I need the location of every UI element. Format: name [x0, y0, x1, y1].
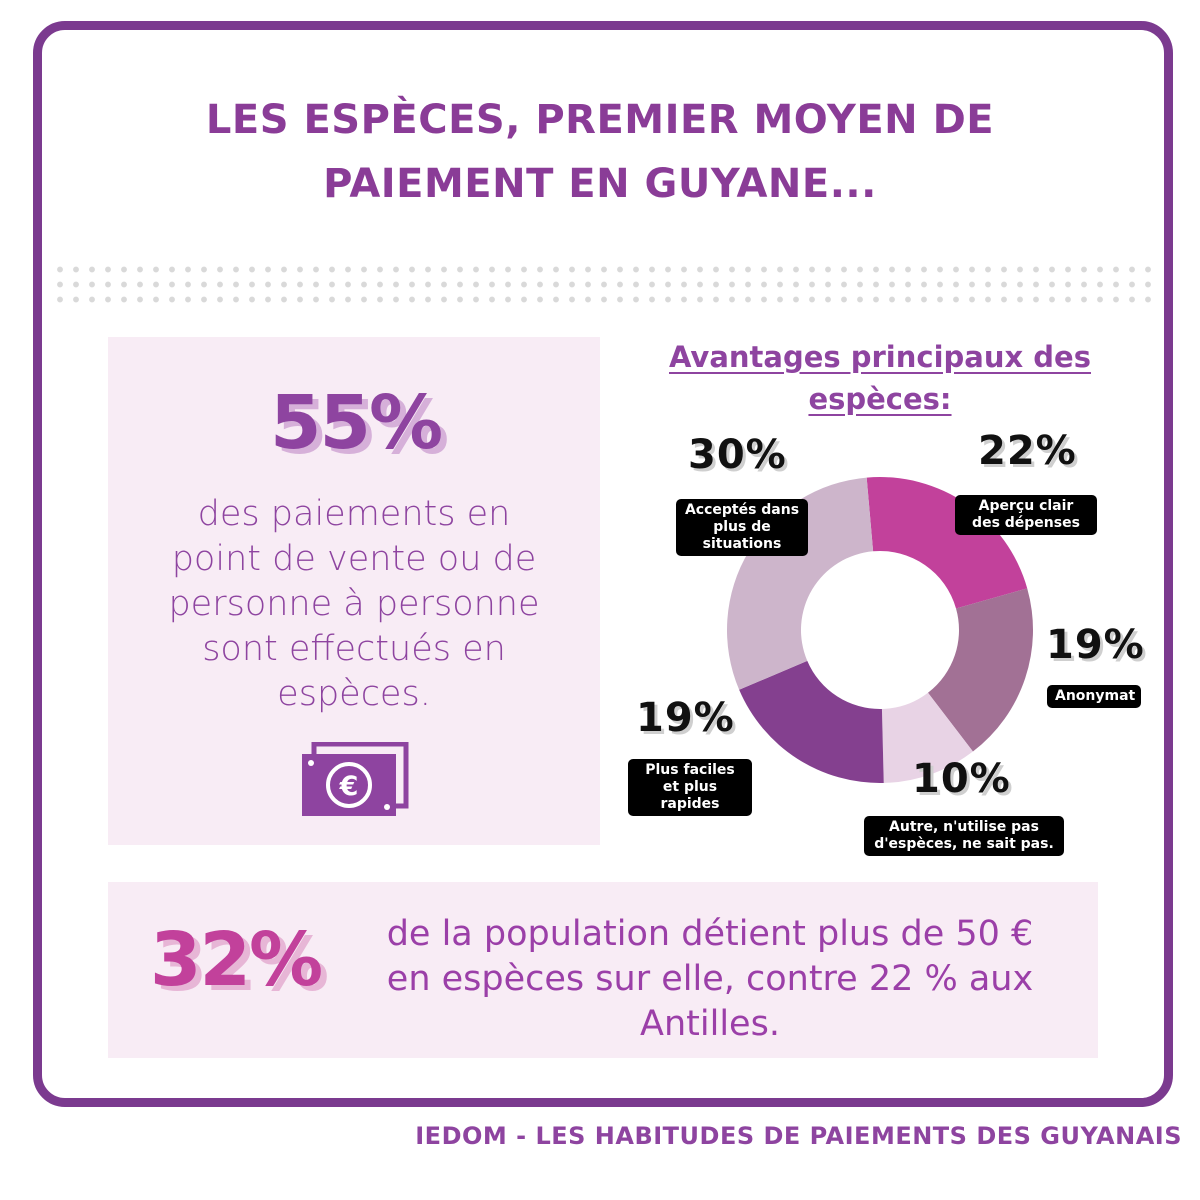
- donut-slice-acceptes-dans-plus-de-si: [727, 477, 874, 690]
- slice-value-acceptes: 30%: [688, 432, 787, 478]
- bottom-stat-desc-line-3: Antilles.: [640, 1004, 780, 1044]
- bottom-stat-desc-line-1: de la population détient plus de 50 €: [386, 914, 1034, 954]
- slice-value-apercu: 22%: [978, 428, 1077, 474]
- donut-slice-autre-n-utilise-pas-d-es: [881, 692, 973, 783]
- main-stat-desc-line-2: point de vente ou de: [171, 539, 537, 579]
- source-footer: IEDOM - LES HABITUDES DE PAIEMENTS DES G…: [415, 1122, 1182, 1150]
- slice-label-autre: Autre, n'utilise pas d'espèces, ne sait …: [864, 816, 1064, 856]
- bottom-stat-value: 32%: [150, 917, 323, 1003]
- chart-title: Avantages principaux des espèces:: [640, 336, 1120, 420]
- main-stat-desc-line-5: espèces.: [277, 674, 431, 714]
- main-stat-value: 55%: [270, 380, 443, 466]
- main-stat-desc-line-1: des paiements en: [197, 494, 511, 534]
- page-title-line-2: PAIEMENT EN GUYANE...: [323, 161, 877, 207]
- euro-banknote-icon: €: [302, 742, 409, 816]
- donut-chart: [727, 477, 1033, 783]
- donut-slice-apercu-clair-des-depense: [866, 477, 1028, 609]
- slice-label-plus-faciles: Plus faciles et plus rapides: [628, 759, 752, 816]
- chart-title-line-1: Avantages principaux des: [669, 340, 1091, 374]
- slice-label-acceptes: Acceptés dans plus de situations: [676, 499, 808, 556]
- main-stat-desc-line-4: sont effectués en: [202, 629, 506, 669]
- slice-label-apercu: Aperçu clair des dépenses: [955, 495, 1097, 535]
- dotted-divider: [52, 262, 1152, 306]
- bottom-stat-card: [108, 882, 1098, 1058]
- slice-value-autre: 10%: [912, 756, 1011, 802]
- main-stat-desc-line-3: personne à personne: [168, 584, 540, 624]
- slice-value-plus-faciles: 19%: [636, 695, 735, 741]
- slice-value-anonymat: 19%: [1046, 622, 1145, 668]
- svg-text:€: €: [339, 771, 359, 802]
- bottom-stat-description: de la population détient plus de 50 € en…: [330, 912, 1090, 1047]
- page-title: LES ESPÈCES, PREMIER MOYEN DE PAIEMENT E…: [0, 88, 1200, 216]
- main-stat-description: des paiements en point de vente ou de pe…: [120, 492, 588, 717]
- page-title-line-1: LES ESPÈCES, PREMIER MOYEN DE: [205, 97, 995, 143]
- slice-label-anonymat: Anonymat: [1047, 685, 1141, 708]
- card-frame: [33, 21, 1173, 1107]
- donut-slice-anonymat: [927, 588, 1033, 752]
- chart-title-line-2: espèces:: [808, 382, 952, 416]
- bottom-stat-desc-line-2: en espèces sur elle, contre 22 % aux: [386, 959, 1034, 999]
- donut-slice-plus-faciles-et-plus-rap: [739, 660, 884, 783]
